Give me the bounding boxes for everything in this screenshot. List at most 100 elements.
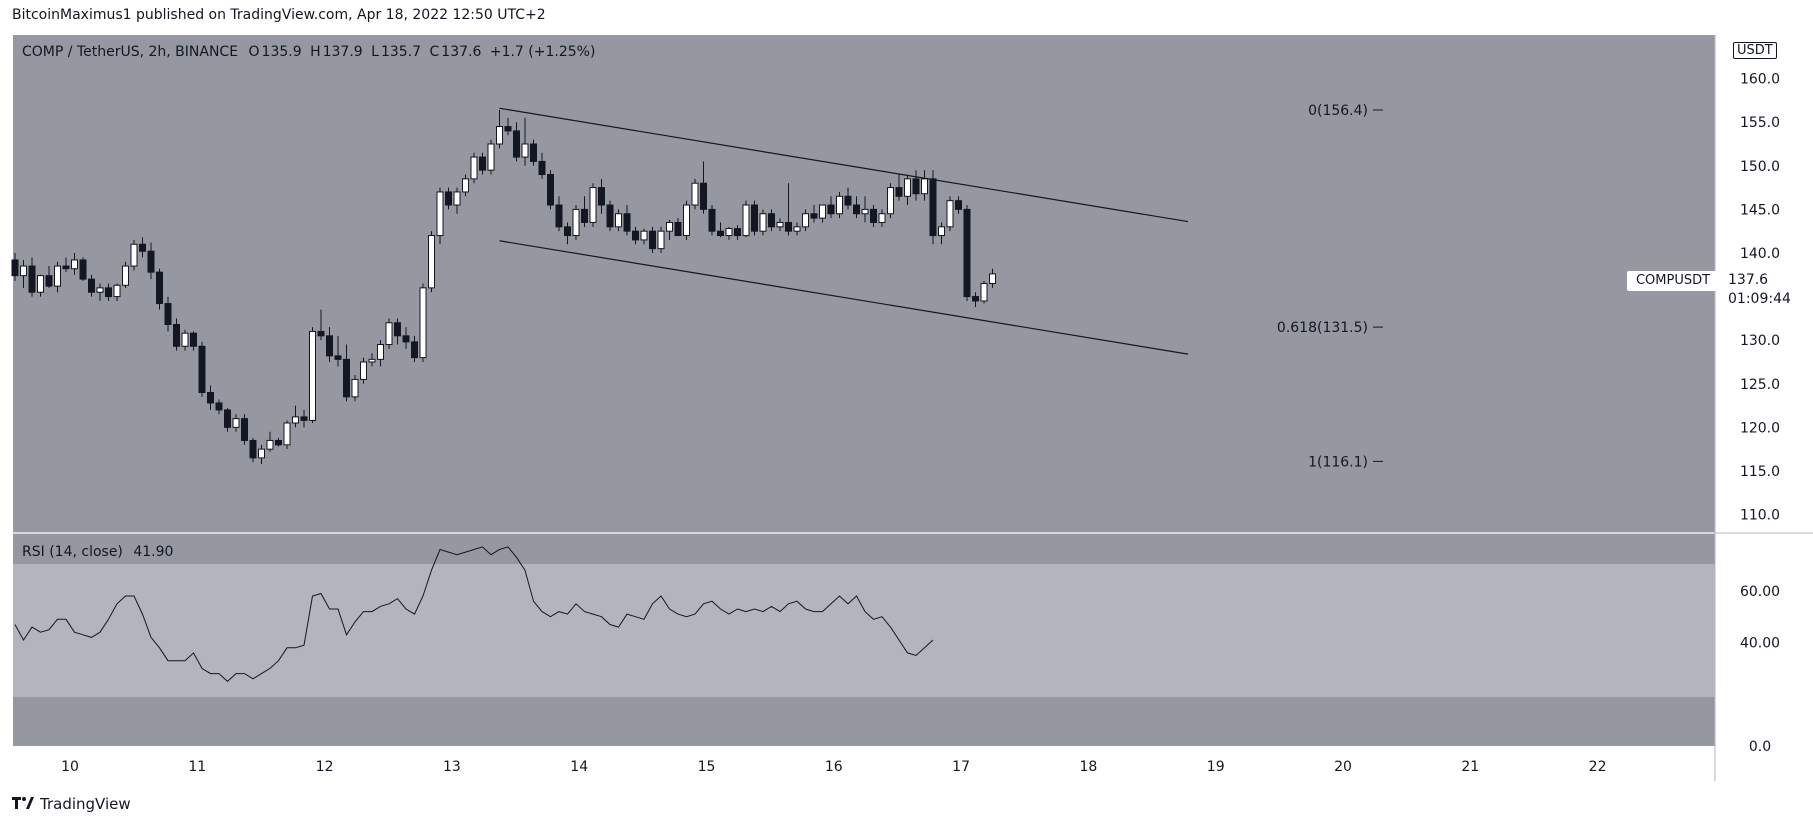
candle-body bbox=[402, 335, 410, 343]
candle bbox=[317, 309, 325, 341]
candle-body bbox=[844, 195, 852, 206]
candle-body bbox=[768, 213, 775, 228]
candle bbox=[572, 205, 580, 240]
candle bbox=[249, 437, 257, 463]
candle bbox=[241, 414, 248, 445]
candle bbox=[632, 226, 639, 245]
candle bbox=[657, 226, 665, 253]
candle bbox=[224, 408, 231, 432]
time-tick-label: 10 bbox=[61, 759, 79, 775]
candle bbox=[292, 405, 299, 428]
candle-body bbox=[615, 213, 622, 228]
candle bbox=[989, 268, 996, 288]
candle bbox=[759, 209, 767, 236]
candle-body bbox=[317, 330, 325, 337]
candle-body bbox=[139, 243, 146, 252]
candle bbox=[300, 409, 308, 428]
fib-level-label: 0.618(131.5) bbox=[1277, 320, 1368, 336]
candle-body bbox=[326, 335, 333, 357]
candle bbox=[513, 122, 520, 162]
candle bbox=[394, 318, 401, 345]
candle-body bbox=[428, 235, 435, 289]
candle-body bbox=[496, 126, 503, 145]
candle-body bbox=[343, 358, 350, 398]
candle-body bbox=[241, 418, 248, 441]
time-tick-label: 14 bbox=[570, 759, 588, 775]
candle-body bbox=[649, 230, 656, 250]
candle bbox=[37, 274, 44, 297]
rsi-title[interactable]: RSI (14, close) bbox=[22, 544, 123, 560]
tradingview-logo-icon[interactable] bbox=[12, 795, 34, 813]
candle bbox=[708, 205, 716, 236]
candle bbox=[776, 218, 784, 232]
candle bbox=[62, 257, 70, 273]
current-price-box: 137.6 01:09:44 bbox=[1722, 271, 1794, 311]
candle bbox=[496, 109, 503, 149]
candle bbox=[921, 170, 928, 201]
symbol-name[interactable]: COMP / TetherUS, 2h, BINANCE bbox=[22, 44, 239, 60]
candle-body bbox=[385, 322, 393, 346]
candle-body bbox=[938, 226, 945, 237]
candle-body bbox=[96, 287, 104, 293]
candle-body bbox=[989, 273, 996, 285]
rsi-legend[interactable]: RSI (14, close) 41.90 bbox=[22, 544, 173, 560]
candle bbox=[742, 200, 750, 238]
lower-channel-line bbox=[499, 240, 1189, 355]
candle-body bbox=[215, 402, 223, 411]
candle bbox=[768, 209, 775, 232]
candle bbox=[309, 327, 316, 424]
candle-body bbox=[351, 378, 359, 398]
candle-body bbox=[776, 221, 784, 228]
candle-body bbox=[445, 191, 452, 206]
currency-unit-badge[interactable]: USDT bbox=[1733, 42, 1777, 59]
candle bbox=[258, 444, 265, 464]
current-price: 137.6 bbox=[1728, 272, 1769, 288]
time-axis-bg[interactable] bbox=[13, 746, 1715, 781]
price-axis-bg[interactable] bbox=[1715, 35, 1813, 781]
rsi-tick-label: 0.0 bbox=[1749, 739, 1771, 755]
candle-body bbox=[742, 204, 750, 237]
candle bbox=[683, 200, 690, 240]
candle bbox=[581, 196, 588, 227]
footer-brand[interactable]: TradingView bbox=[40, 795, 131, 813]
candle-body bbox=[411, 341, 418, 359]
candle bbox=[938, 222, 945, 245]
high-label: H bbox=[310, 44, 321, 60]
open-value: 135.9 bbox=[261, 44, 302, 60]
candle bbox=[190, 331, 197, 351]
candle bbox=[649, 226, 656, 253]
candle bbox=[377, 340, 384, 367]
candle-body bbox=[156, 271, 163, 305]
candle-body bbox=[164, 303, 172, 325]
candle bbox=[130, 239, 138, 271]
candle bbox=[71, 252, 78, 275]
candle bbox=[955, 196, 962, 214]
candle-body bbox=[419, 287, 427, 359]
candle bbox=[623, 205, 631, 236]
candle bbox=[547, 170, 554, 210]
rsi-value: 41.90 bbox=[133, 544, 174, 560]
candle-body bbox=[802, 213, 809, 228]
footer: TradingView bbox=[12, 795, 131, 813]
candle-body bbox=[700, 182, 707, 210]
candle bbox=[105, 283, 112, 301]
symbol-legend[interactable]: COMP / TetherUS, 2h, BINANCE O 135.9 H 137… bbox=[22, 44, 595, 60]
price-tick-label: 120.0 bbox=[1740, 420, 1780, 436]
candle bbox=[419, 283, 427, 362]
candle-body bbox=[71, 259, 78, 270]
candle bbox=[198, 341, 206, 397]
candle bbox=[207, 385, 214, 410]
candle-body bbox=[853, 204, 860, 215]
price-tick-label: 130.0 bbox=[1740, 333, 1780, 349]
candle-body bbox=[181, 332, 189, 347]
price-tick-label: 110.0 bbox=[1740, 508, 1780, 524]
candle-body bbox=[598, 187, 605, 206]
candle-body bbox=[377, 344, 384, 360]
candle bbox=[360, 357, 367, 384]
candle bbox=[453, 187, 461, 214]
candle-body bbox=[946, 200, 954, 228]
candle bbox=[819, 204, 826, 223]
price-pane-bg[interactable] bbox=[13, 35, 1715, 532]
candle bbox=[368, 353, 376, 367]
fib-level-label: 0(156.4) bbox=[1308, 103, 1368, 119]
